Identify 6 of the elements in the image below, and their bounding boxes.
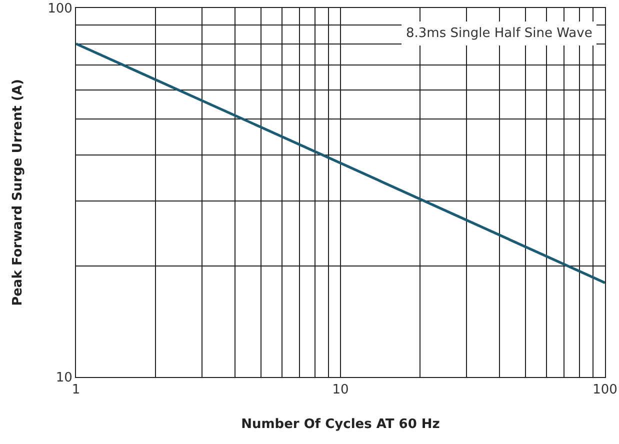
x-tick-label: 1 [72, 382, 80, 398]
x-tick-label: 100 [592, 382, 618, 398]
x-tick-label: 10 [332, 382, 349, 398]
annotation: 8.3ms Single Half Sine Wave [406, 26, 592, 41]
x-axis-title: Number Of Cycles AT 60 Hz [241, 417, 440, 432]
y-axis-title: Peak Forward Surge Urrent (A) [10, 79, 26, 306]
